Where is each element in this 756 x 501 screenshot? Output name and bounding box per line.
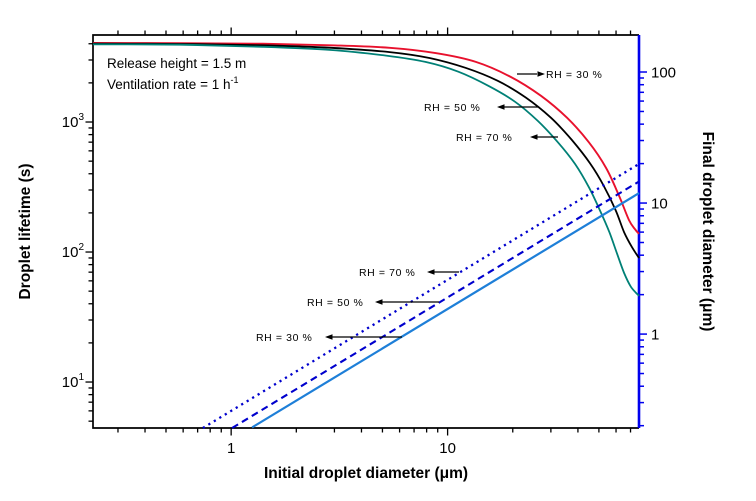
lifetime-curve-s0 (92, 42, 640, 235)
final-diameter-line-s4 (231, 180, 640, 429)
annotation-label: RH = 70 % (456, 132, 512, 144)
x-tick-label: 1 (227, 440, 235, 457)
annotation: RH = 50 % (307, 297, 439, 309)
inset-ventilation-rate: Ventilation rate = 1 h-1 (107, 75, 238, 92)
annotation-label: RH = 70 % (359, 267, 415, 279)
annotation-label: RH = 30 % (256, 332, 312, 344)
annotation: RH = 70 % (456, 132, 558, 144)
arrow-head-icon (537, 71, 545, 77)
plot-frame (92, 34, 639, 429)
arrow-head-icon (375, 299, 383, 305)
annotation: RH = 30 % (256, 332, 402, 344)
lifetime-curve-s1 (92, 42, 640, 259)
annotation-label: RH = 50 % (424, 102, 480, 114)
left-tick-label: 103 (62, 112, 85, 131)
x-axis-title: Initial droplet diameter (μm) (264, 465, 468, 482)
right-tick-label: 10 (651, 196, 668, 213)
arrow-head-icon (497, 104, 505, 110)
right-tick-label: 1 (651, 327, 659, 344)
arrow-head-icon (530, 134, 538, 140)
left-tick-label: 102 (62, 242, 85, 261)
arrow-head-icon (427, 269, 435, 275)
left-axis-title: Droplet lifetime (s) (17, 163, 34, 299)
final-diameter-line-s3 (251, 192, 640, 429)
arrow-head-icon (325, 334, 333, 340)
annotation-label: RH = 30 % (546, 69, 602, 81)
left-tick-label: 101 (62, 372, 85, 391)
x-tick-label: 10 (439, 440, 456, 457)
right-axis-title: Final droplet diameter (μm) (699, 132, 716, 332)
annotation: RH = 30 % (517, 69, 602, 81)
lifetime-curve-s2 (92, 43, 640, 297)
annotation: RH = 50 % (424, 102, 538, 114)
right-tick-label: 100 (651, 65, 676, 82)
inset-release-height: Release height = 1.5 m (107, 56, 246, 71)
annotation: RH = 70 % (359, 267, 459, 279)
final-diameter-line-s5 (202, 162, 640, 429)
annotation-label: RH = 50 % (307, 297, 363, 309)
